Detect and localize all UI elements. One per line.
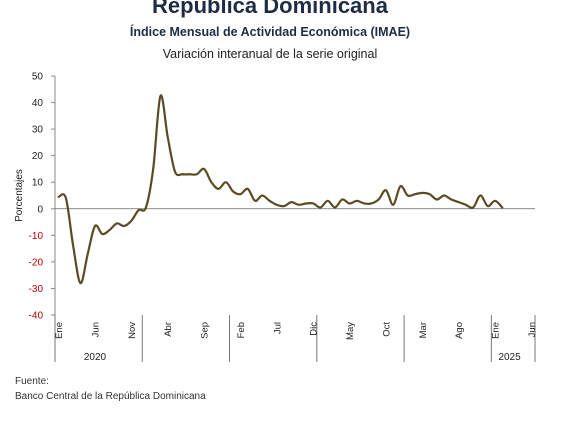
x-tick-label: May bbox=[345, 322, 356, 340]
x-tick-label: Sep bbox=[200, 322, 211, 339]
y-tick-label: 20 bbox=[32, 151, 44, 162]
y-tick-label: 50 bbox=[32, 72, 44, 83]
x-tick-label: Jul bbox=[272, 322, 283, 334]
y-tick-label: 40 bbox=[32, 98, 44, 109]
y-tick-label: 10 bbox=[32, 178, 44, 189]
y-tick-label: -30 bbox=[29, 284, 44, 295]
x-tick-label: Nov bbox=[127, 322, 138, 339]
year-label: 2025 bbox=[498, 352, 521, 363]
year-label: 2020 bbox=[84, 352, 107, 363]
series-line bbox=[57, 94, 504, 285]
source-label: Fuente: bbox=[15, 376, 49, 387]
x-tick-label: Feb bbox=[236, 322, 247, 338]
x-tick-label: Ago bbox=[454, 322, 465, 339]
x-tick-label: Jun bbox=[527, 322, 538, 337]
y-tick-label: 0 bbox=[37, 204, 43, 215]
x-tick-label: Dic bbox=[309, 322, 320, 336]
x-tick-label: Ene bbox=[54, 322, 65, 339]
x-tick-label: Ene bbox=[491, 322, 502, 339]
x-tick-label: Jun bbox=[91, 322, 102, 337]
y-tick-label: -10 bbox=[29, 231, 44, 242]
chart-title: República Dominicana bbox=[152, 0, 388, 18]
y-tick-label: -20 bbox=[29, 257, 44, 268]
x-tick-label: Mar bbox=[418, 322, 429, 338]
x-tick-label: Abr bbox=[163, 322, 174, 337]
source-text: Banco Central de la República Dominicana bbox=[15, 391, 206, 402]
chart-subtitle-2: Variación interanual de la serie origina… bbox=[162, 47, 378, 61]
y-axis-title: Porcentajes bbox=[14, 169, 25, 222]
y-tick-label: 30 bbox=[32, 125, 44, 136]
x-tick-label: Oct bbox=[381, 322, 392, 337]
chart-subtitle: Índice Mensual de Actividad Económica (I… bbox=[129, 25, 411, 39]
y-tick-label: -40 bbox=[29, 311, 44, 322]
